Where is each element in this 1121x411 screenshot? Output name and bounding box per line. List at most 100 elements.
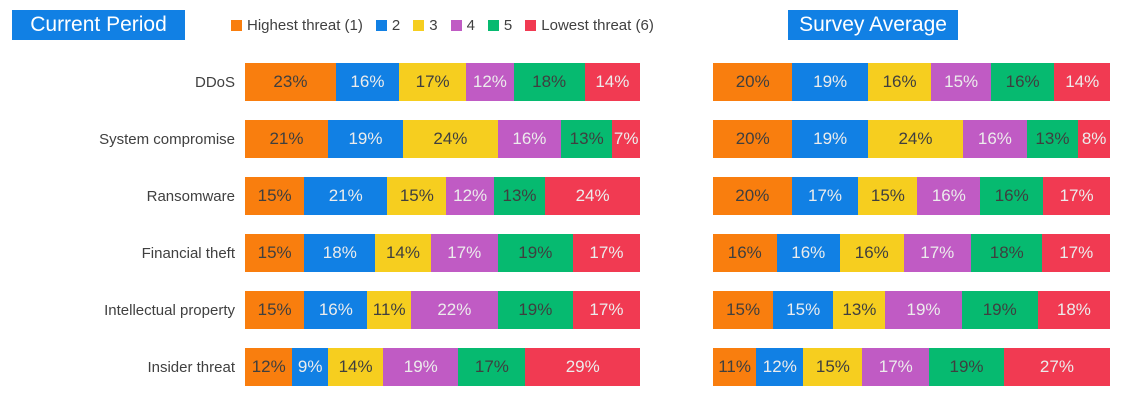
current-period-title: Current Period — [12, 10, 185, 40]
category-label: Financial theft — [141, 244, 235, 262]
stacked-bar: 20% 17% 15% 16% 16% 17% — [713, 177, 1110, 215]
bar-segment: 9% — [292, 348, 328, 386]
bar-segment: 18% — [304, 234, 376, 272]
bar-segment: 16% — [917, 177, 981, 215]
legend-label: 2 — [391, 16, 401, 34]
category-label: Insider threat — [147, 358, 235, 376]
stacked-bar: 15% 15% 13% 19% 19% 18% — [713, 291, 1110, 329]
bar-segment: 24% — [867, 120, 964, 158]
stacked-bar: 21% 19% 24% 16% 13% 7% — [245, 120, 640, 158]
bar-segment: 17% — [1042, 234, 1110, 272]
category-label: Intellectual property — [104, 301, 235, 319]
bar-segment: 18% — [513, 63, 585, 101]
bar-segment: 14% — [375, 234, 431, 272]
bar-segment: 19% — [961, 291, 1038, 329]
bar-segment: 16% — [713, 234, 777, 272]
bar-segment: 11% — [713, 348, 757, 386]
bar-row: Ransomware 15% 21% 15% 12% 13% 24% — [0, 177, 640, 215]
legend-item: 5 — [487, 16, 513, 34]
stacked-bar: 11% 12% 15% 17% 19% 27% — [713, 348, 1110, 386]
bar-row: 11% 12% 15% 17% 19% 27% — [713, 348, 1110, 386]
bar-segment: 27% — [1003, 348, 1110, 386]
bar-segment: 16% — [990, 63, 1055, 101]
legend-swatch-icon — [450, 19, 462, 31]
bar-segment: 16% — [497, 120, 561, 158]
bar-segment: 15% — [858, 177, 918, 215]
bar-segment: 15% — [931, 63, 991, 101]
bar-segment: 16% — [776, 234, 841, 272]
bar-segment: 13% — [493, 177, 546, 215]
legend-label: Lowest threat (6) — [541, 16, 654, 34]
bar-segment: 19% — [383, 348, 459, 386]
bar-segment: 14% — [584, 63, 640, 101]
legend-label: 5 — [503, 16, 513, 34]
bar-segment: 19% — [792, 63, 868, 101]
bar-row: System compromise 21% 19% 24% 16% 13% 7% — [0, 120, 640, 158]
stacked-bar: 15% 21% 15% 12% 13% 24% — [245, 177, 640, 215]
bar-row: 15% 15% 13% 19% 19% 18% — [713, 291, 1110, 329]
stacked-bar: 20% 19% 24% 16% 13% 8% — [713, 120, 1111, 158]
bar-segment: 7% — [612, 120, 640, 158]
category-label: Ransomware — [146, 187, 235, 205]
bar-row: Financial theft 15% 18% 14% 17% 19% 17% — [0, 234, 640, 272]
bar-row: 20% 17% 15% 16% 16% 17% — [713, 177, 1110, 215]
bar-row: 16% 16% 16% 17% 18% 17% — [713, 234, 1110, 272]
legend-label: 3 — [429, 16, 438, 34]
bar-segment: 14% — [1054, 63, 1110, 101]
bar-segment: 23% — [245, 63, 336, 101]
bar-segment: 15% — [803, 348, 863, 386]
bar-segment: 13% — [1026, 120, 1079, 158]
stacked-bar: 15% 16% 11% 22% 19% 17% — [245, 291, 641, 329]
bar-segment: 18% — [1037, 291, 1110, 329]
legend-swatch-icon — [375, 19, 387, 31]
bar-segment: 16% — [335, 63, 400, 101]
bar-segment: 19% — [497, 234, 573, 272]
bar-segment: 14% — [327, 348, 384, 386]
bar-row: Insider threat 12% 9% 14% 19% 17% 29% — [0, 348, 640, 386]
bar-segment: 16% — [840, 234, 904, 272]
legend: Highest threat (1) 2 3 4 5 Lowest threat (6) — [231, 10, 667, 40]
bar-segment: 12% — [756, 348, 804, 386]
bar-segment: 24% — [403, 120, 498, 158]
bar-segment: 17% — [430, 234, 498, 272]
legend-swatch-icon — [487, 19, 499, 31]
bar-segment: 20% — [713, 63, 793, 101]
bar-segment: 19% — [497, 291, 573, 329]
bar-segment: 17% — [458, 348, 526, 386]
bar-segment: 24% — [545, 177, 640, 215]
bar-segment: 12% — [466, 63, 514, 101]
bar-segment: 15% — [387, 177, 447, 215]
bar-segment: 12% — [446, 177, 494, 215]
bar-segment: 17% — [399, 63, 467, 101]
bar-segment: 17% — [791, 177, 859, 215]
legend-item: Lowest threat (6) — [525, 17, 654, 34]
legend-item: Highest threat (1) — [231, 17, 363, 34]
stacked-bar: 20% 19% 16% 15% 16% 14% — [713, 63, 1110, 101]
bar-segment: 16% — [980, 177, 1044, 215]
bar-segment: 15% — [773, 291, 834, 329]
bar-row: Intellectual property 15% 16% 11% 22% 19% 17% — [0, 291, 641, 329]
bar-row: 20% 19% 16% 15% 16% 14% — [713, 63, 1110, 101]
bar-segment: 12% — [245, 348, 293, 386]
bar-segment: 17% — [862, 348, 930, 386]
bar-segment: 20% — [713, 120, 793, 158]
bar-segment: 20% — [713, 177, 792, 215]
survey-average-chart: 20% 19% 16% 15% 16% 14% 20% 19% 24% 16% 13% 8% 20% 17… — [713, 63, 1111, 405]
legend-label: 4 — [466, 16, 475, 34]
stacked-bar: 23% 16% 17% 12% 18% 14% — [245, 63, 640, 101]
bar-segment: 15% — [245, 177, 305, 215]
bar-segment: 11% — [367, 291, 411, 329]
bar-segment: 29% — [525, 348, 640, 386]
bar-segment: 15% — [713, 291, 774, 329]
bar-segment: 19% — [792, 120, 868, 158]
stacked-bar: 15% 18% 14% 17% 19% 17% — [245, 234, 640, 272]
bar-segment: 15% — [245, 234, 305, 272]
survey-average-title: Survey Average — [788, 10, 958, 40]
legend-item: 2 — [375, 16, 401, 34]
bar-segment: 16% — [963, 120, 1027, 158]
legend-swatch-icon — [231, 19, 242, 31]
bar-segment: 17% — [572, 291, 641, 329]
bar-segment: 22% — [410, 291, 498, 329]
bar-segment: 15% — [245, 291, 305, 329]
